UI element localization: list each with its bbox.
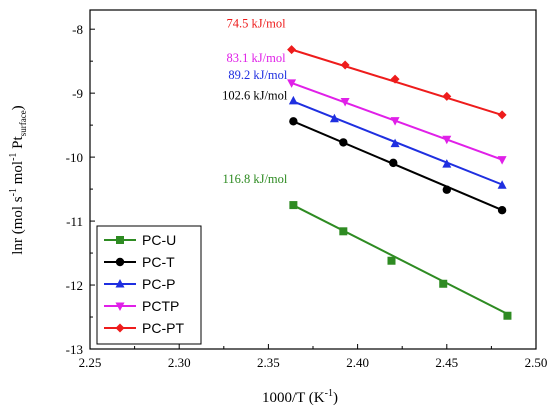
legend-marker [115, 323, 125, 333]
legend-marker [115, 279, 125, 288]
data-point [497, 156, 507, 165]
data-point [503, 311, 512, 320]
data-point [442, 91, 452, 101]
series-pc-t [289, 117, 507, 215]
series-pc-pt [287, 45, 507, 120]
data-point [442, 159, 452, 168]
activation-energy-label: 89.2 kJ/mol [228, 68, 288, 82]
data-point [442, 135, 452, 145]
data-point [289, 117, 298, 126]
y-tick-label: -13 [66, 342, 83, 357]
legend-marker [115, 302, 125, 311]
series-pc-u [289, 201, 512, 320]
x-tick-label: 2.35 [257, 355, 280, 370]
axis-ticks: 2.25 2.30 2.35 2.40 2.45 2.50 -8 -9 -10 -11 -12 -13 [66, 22, 548, 370]
annotation-layer: 116.8 kJ/mol 102.6 kJ/mol 89.2 kJ/mol 83.1 … [222, 17, 288, 186]
x-tick-label: 2.40 [346, 355, 369, 370]
y-axis-title: lnr (mol s-1 mol-1 Ptsurface) [8, 105, 28, 254]
legend-label: PC-U [142, 232, 176, 248]
data-point [288, 95, 298, 105]
legend: PC-U PC-T PC-P PCTP PC-PT [96, 225, 202, 345]
data-point [387, 256, 396, 265]
activation-energy-label: 116.8 kJ/mol [223, 172, 288, 186]
legend-marker [115, 257, 125, 267]
activation-energy-label: 102.6 kJ/mol [222, 88, 288, 102]
y-tick-label: -8 [72, 22, 83, 37]
data-point [390, 117, 400, 126]
legend-item: PC-PT [104, 320, 184, 336]
series-layer [287, 45, 512, 320]
series-pc-p [288, 95, 507, 189]
data-point [287, 79, 297, 88]
legend-item: PC-T [104, 254, 175, 270]
fit-line [291, 119, 505, 212]
fit-line [289, 48, 505, 117]
data-point [339, 227, 348, 236]
data-point [390, 138, 400, 148]
data-point [340, 60, 350, 70]
legend-label: PC-P [142, 276, 175, 292]
data-point [329, 113, 339, 123]
legend-label: PC-PT [142, 320, 184, 336]
x-tick-label: 2.45 [435, 355, 458, 370]
fit-line [291, 203, 512, 317]
legend-item: PCTP [104, 298, 179, 314]
data-point [340, 97, 350, 107]
data-point [289, 201, 298, 210]
data-point [442, 185, 451, 194]
data-point [497, 180, 507, 189]
legend-item: PC-U [104, 232, 176, 248]
activation-energy-label: 74.5 kJ/mol [227, 17, 287, 31]
y-tick-label: -12 [66, 278, 83, 293]
data-point [339, 138, 348, 147]
data-point [287, 45, 297, 55]
data-point [497, 110, 507, 120]
legend-label: PC-T [142, 254, 175, 270]
x-tick-label: 2.25 [79, 355, 102, 370]
y-tick-label: -9 [72, 86, 83, 101]
data-point [390, 74, 400, 84]
legend-item: PC-P [104, 276, 175, 292]
data-point [439, 279, 448, 288]
series-pctp [287, 79, 507, 165]
x-tick-label: 2.50 [525, 355, 548, 370]
data-point [389, 158, 398, 168]
activation-energy-label: 83.1 kJ/mol [227, 51, 287, 65]
x-tick-label: 2.30 [168, 355, 191, 370]
y-tick-label: -10 [66, 150, 83, 165]
data-point [497, 206, 507, 215]
fit-line [291, 99, 505, 187]
legend-marker [116, 236, 124, 244]
legend-label: PCTP [142, 298, 179, 314]
y-tick-label: -11 [66, 214, 83, 229]
x-axis-title: 1000/T (K-1) [262, 388, 338, 406]
